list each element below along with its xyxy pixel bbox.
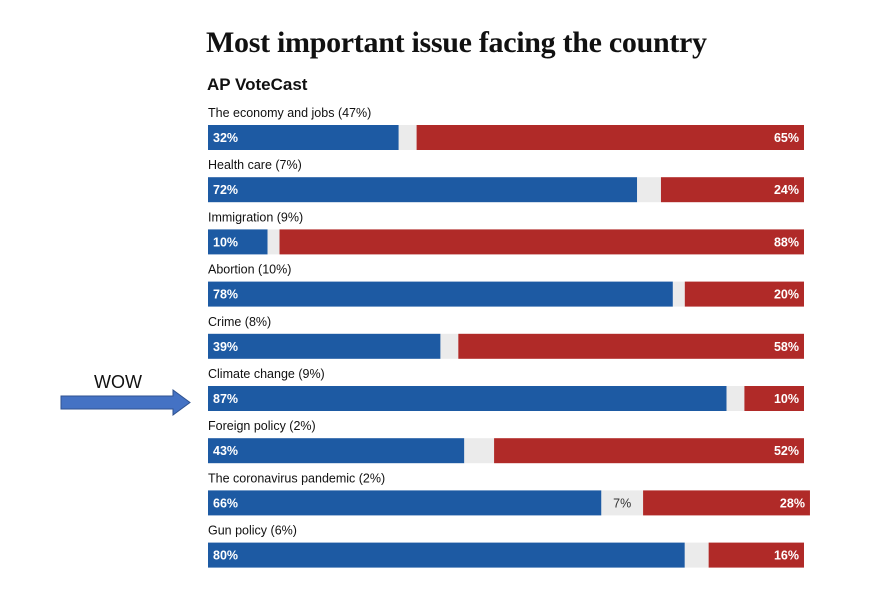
bar-segment-right bbox=[744, 386, 804, 411]
value-label-right: 58% bbox=[774, 340, 799, 354]
bar-segment-middle bbox=[398, 125, 417, 150]
value-label-left: 39% bbox=[213, 340, 238, 354]
value-label-left: 80% bbox=[213, 549, 238, 563]
bar-segment-right bbox=[643, 490, 810, 516]
category-label: The coronavirus pandemic (2%) bbox=[208, 471, 385, 485]
value-label-right: 10% bbox=[774, 392, 799, 406]
bar-segment-right bbox=[660, 177, 804, 203]
value-label-left: 78% bbox=[213, 288, 238, 302]
bar-segment-middle bbox=[672, 281, 685, 307]
value-label-right: 16% bbox=[774, 549, 799, 563]
bar-segment-left bbox=[208, 229, 268, 255]
annotation-arrow-icon bbox=[60, 389, 191, 416]
bar-segment-left bbox=[208, 125, 399, 150]
bar-segment-left bbox=[208, 177, 638, 203]
bar-segment-left bbox=[208, 281, 673, 307]
value-label-left: 87% bbox=[213, 392, 238, 406]
bar-segment-right bbox=[416, 125, 804, 150]
value-label-left: 43% bbox=[213, 444, 238, 458]
value-label-right: 20% bbox=[774, 288, 799, 302]
bar-segment-left bbox=[208, 438, 465, 464]
category-label: Abortion (10%) bbox=[208, 263, 291, 277]
bar-segment-right bbox=[458, 333, 804, 359]
category-label: The economy and jobs (47%) bbox=[208, 106, 371, 120]
category-label: Foreign policy (2%) bbox=[208, 419, 316, 433]
value-label-left: 72% bbox=[213, 183, 238, 197]
value-label-middle: 7% bbox=[613, 496, 631, 510]
bar-segment-middle bbox=[464, 438, 495, 464]
bar-segment-right bbox=[279, 229, 804, 255]
bar-segment-left bbox=[208, 333, 441, 359]
bar-segment-middle bbox=[440, 333, 459, 359]
bar-segment-left bbox=[208, 542, 685, 568]
value-label-left: 32% bbox=[213, 131, 238, 145]
value-label-right: 88% bbox=[774, 235, 799, 249]
annotation-text: WOW bbox=[94, 372, 142, 392]
category-label: Crime (8%) bbox=[208, 315, 271, 329]
bar-segment-middle bbox=[684, 542, 709, 568]
bar-segment-middle bbox=[267, 229, 280, 255]
bar-segment-middle bbox=[601, 490, 644, 516]
category-label: Immigration (9%) bbox=[208, 210, 303, 224]
bar-segment-left bbox=[208, 386, 727, 411]
bar-segment-left bbox=[208, 490, 602, 516]
bar-segment-middle bbox=[637, 177, 661, 203]
category-label: Climate change (9%) bbox=[208, 367, 325, 381]
value-label-left: 10% bbox=[213, 235, 238, 249]
bar-segment-right bbox=[708, 542, 804, 568]
value-label-right: 28% bbox=[780, 496, 805, 510]
value-label-right: 52% bbox=[774, 444, 799, 458]
chart-title: Most important issue facing the country bbox=[206, 26, 707, 59]
category-label: Gun policy (6%) bbox=[208, 524, 297, 538]
value-label-left: 66% bbox=[213, 496, 238, 510]
bar-segment-middle bbox=[726, 386, 745, 411]
value-label-right: 65% bbox=[774, 131, 799, 145]
chart-subtitle: AP VoteCast bbox=[207, 75, 308, 94]
bar-segment-right bbox=[494, 438, 804, 464]
value-label-right: 24% bbox=[774, 183, 799, 197]
category-label: Health care (7%) bbox=[208, 158, 302, 172]
bar-segment-right bbox=[684, 281, 804, 307]
